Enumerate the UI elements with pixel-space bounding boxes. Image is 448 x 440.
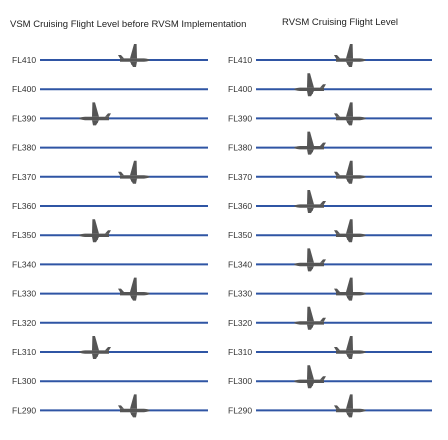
right-level-row: FL380 [228, 131, 432, 155]
left-flight-level-label: FL410 [12, 55, 36, 65]
left-flight-level-label: FL350 [12, 230, 36, 240]
left-panel-title: VSM Cruising Flight Level before RVSM Im… [10, 19, 246, 30]
left-level-row: FL320 [12, 318, 208, 328]
right-level-row: FL290 [228, 394, 432, 418]
right-panel-levels: FL410 FL400 FL390 FL380 FL370 FL360 FL350 FL340… [228, 44, 432, 418]
right-level-row: FL350 [228, 219, 432, 243]
right-aircraft-westbound-icon [294, 306, 326, 330]
right-flight-level-label: FL330 [228, 289, 252, 299]
right-aircraft-eastbound-icon [334, 44, 366, 67]
left-aircraft-eastbound-icon [118, 394, 150, 418]
left-level-row: FL410 [12, 44, 208, 67]
right-aircraft-eastbound-icon [334, 277, 366, 301]
left-flight-level-label: FL300 [12, 376, 36, 386]
right-flight-level-label: FL300 [228, 376, 252, 386]
right-level-row: FL330 [228, 277, 432, 301]
left-level-row: FL330 [12, 277, 208, 301]
left-level-row: FL340 [12, 259, 208, 269]
right-flight-level-label: FL390 [228, 113, 252, 123]
left-level-row: FL360 [12, 201, 208, 211]
right-flight-level-label: FL320 [228, 318, 252, 328]
left-panel-levels: FL410 FL400 FL390 FL380 FL370 FL360 FL350 FL340… [12, 44, 208, 418]
right-aircraft-eastbound-icon [334, 336, 366, 359]
right-flight-level-label: FL380 [228, 143, 252, 153]
left-level-row: FL310 [12, 336, 208, 359]
left-aircraft-westbound-icon [79, 219, 111, 243]
left-level-row: FL350 [12, 219, 208, 243]
left-level-row: FL380 [12, 143, 208, 153]
left-level-row: FL290 [12, 394, 208, 418]
right-aircraft-westbound-icon [294, 365, 326, 389]
right-aircraft-westbound-icon [294, 131, 326, 155]
left-level-row: FL300 [12, 376, 208, 386]
left-flight-level-label: FL330 [12, 289, 36, 299]
right-aircraft-westbound-icon [294, 73, 326, 97]
right-level-row: FL310 [228, 336, 432, 359]
right-aircraft-eastbound-icon [334, 160, 366, 184]
left-flight-level-label: FL360 [12, 201, 36, 211]
left-aircraft-eastbound-icon [118, 160, 150, 184]
right-flight-level-label: FL350 [228, 230, 252, 240]
right-level-row: FL400 [228, 73, 432, 97]
right-panel-title: RVSM Cruising Flight Level [282, 17, 398, 28]
left-aircraft-eastbound-icon [118, 277, 150, 301]
right-level-row: FL370 [228, 160, 432, 184]
right-flight-level-label: FL360 [228, 201, 252, 211]
left-aircraft-eastbound-icon [118, 44, 150, 67]
right-flight-level-label: FL400 [228, 84, 252, 94]
right-level-row: FL300 [228, 365, 432, 389]
right-aircraft-eastbound-icon [334, 219, 366, 243]
right-level-row: FL360 [228, 190, 432, 213]
right-aircraft-eastbound-icon [334, 102, 366, 126]
left-aircraft-westbound-icon [79, 336, 111, 359]
right-flight-level-label: FL370 [228, 172, 252, 182]
left-flight-level-label: FL320 [12, 318, 36, 328]
right-level-row: FL390 [228, 102, 432, 126]
right-flight-level-label: FL310 [228, 347, 252, 357]
right-flight-level-label: FL290 [228, 405, 252, 415]
right-aircraft-eastbound-icon [334, 394, 366, 418]
left-aircraft-westbound-icon [79, 102, 111, 126]
left-flight-level-label: FL370 [12, 172, 36, 182]
left-flight-level-label: FL310 [12, 347, 36, 357]
left-flight-level-label: FL400 [12, 84, 36, 94]
right-flight-level-label: FL340 [228, 259, 252, 269]
right-aircraft-westbound-icon [294, 190, 326, 213]
right-level-row: FL410 [228, 44, 432, 67]
right-aircraft-westbound-icon [294, 248, 326, 272]
left-level-row: FL400 [12, 84, 208, 94]
left-level-row: FL370 [12, 160, 208, 184]
left-flight-level-label: FL290 [12, 405, 36, 415]
right-level-row: FL340 [228, 248, 432, 272]
left-flight-level-label: FL340 [12, 259, 36, 269]
right-level-row: FL320 [228, 306, 432, 330]
left-level-row: FL390 [12, 102, 208, 126]
left-flight-level-label: FL380 [12, 143, 36, 153]
left-flight-level-label: FL390 [12, 113, 36, 123]
right-flight-level-label: FL410 [228, 55, 252, 65]
